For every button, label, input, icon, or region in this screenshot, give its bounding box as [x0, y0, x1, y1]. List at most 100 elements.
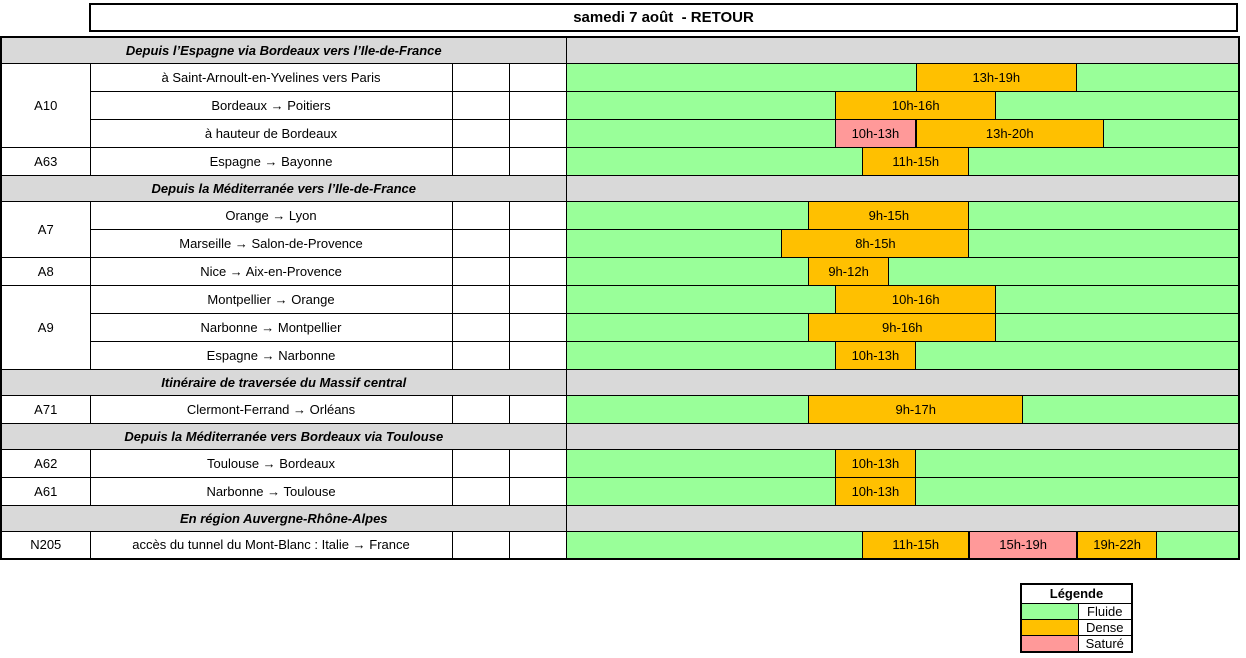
empty-cell: [451, 118, 510, 148]
section-title: Depuis la Méditerranée vers l’Ile-de-Fra…: [0, 174, 567, 202]
traffic-timeline: 10h-16h: [565, 284, 1240, 314]
traffic-segment-dense: 9h-16h: [808, 314, 997, 340]
road-direction-label: Clermont-Ferrand → Orléans: [89, 394, 453, 424]
traffic-timeline: 10h-13h: [565, 448, 1240, 478]
traffic-timeline: 8h-15h: [565, 228, 1240, 258]
road-code: A9: [0, 284, 91, 370]
traffic-segment-dense: 13h-20h: [915, 120, 1104, 146]
empty-cell: [451, 448, 510, 478]
section-row: Depuis la Méditerranée vers l’Ile-de-Fra…: [0, 174, 1240, 202]
section-title: Itinéraire de traversée du Massif centra…: [0, 368, 567, 396]
section-row: Depuis la Méditerranée vers Bordeaux via…: [0, 422, 1240, 450]
traffic-segment-dense: 9h-15h: [808, 202, 970, 228]
section-timeline-filler: [565, 504, 1240, 532]
legend: Légende Fluide Dense Saturé: [1020, 583, 1133, 653]
section-timeline-filler: [565, 422, 1240, 450]
traffic-segment-dense: 10h-13h: [835, 478, 916, 504]
road-code: A10: [0, 62, 91, 148]
schedule-table: Depuis l’Espagne via Bordeaux vers l’Ile…: [0, 36, 1241, 560]
section-row: Depuis l’Espagne via Bordeaux vers l’Ile…: [0, 36, 1240, 64]
traffic-timeline: 11h-15h 15h-19h 19h-22h: [565, 530, 1240, 560]
traffic-segment-dense: 11h-15h: [862, 148, 970, 174]
traffic-segment-sature: 10h-13h: [835, 120, 916, 146]
legend-row: Saturé: [1020, 634, 1133, 652]
road-direction-label: Narbonne → Toulouse: [89, 476, 453, 506]
traffic-segment-dense: 13h-19h: [915, 64, 1077, 90]
legend-body: Légende Fluide Dense Saturé: [1020, 583, 1133, 652]
empty-cell: [451, 62, 510, 92]
table-row: A10 à Saint-Arnoult-en-Yvelines vers Pari…: [0, 62, 1240, 148]
legend-swatch-fluide: [1020, 602, 1079, 620]
empty-cell: [508, 312, 567, 342]
empty-cell: [451, 394, 510, 424]
legend-swatch-sature: [1020, 634, 1079, 652]
road-direction-label: à Saint-Arnoult-en-Yvelines vers Paris: [89, 62, 453, 92]
traffic-timeline: 10h-16h: [565, 90, 1240, 120]
table-row: A8 Nice → Aix-en-Provence 9h-12h: [0, 256, 1240, 286]
road-code: A71: [0, 394, 91, 424]
schedule-body: Depuis l’Espagne via Bordeaux vers l’Ile…: [0, 36, 1240, 560]
empty-cell: [451, 146, 510, 176]
table-row: Narbonne → Montpellier 9h-16h: [1, 312, 1240, 342]
empty-cell: [508, 476, 567, 506]
section-timeline-filler: [565, 368, 1240, 396]
traffic-segment-dense: 9h-17h: [808, 396, 1024, 422]
empty-cell: [508, 118, 567, 148]
legend-swatch-dense: [1020, 618, 1079, 636]
traffic-timeline: 9h-17h: [565, 394, 1240, 424]
road-code: A8: [0, 256, 91, 286]
section-title: Depuis la Méditerranée vers Bordeaux via…: [0, 422, 567, 450]
table-row: N205 accès du tunnel du Mont-Blanc : Ital…: [0, 530, 1240, 560]
table-row: A71 Clermont-Ferrand → Orléans 9h-17h: [0, 394, 1240, 424]
road-direction-label: Toulouse → Bordeaux: [89, 448, 453, 478]
empty-cell: [451, 530, 510, 560]
road-direction-label: Espagne → Narbonne: [89, 340, 453, 370]
traffic-segment-dense: 10h-13h: [835, 342, 916, 368]
traffic-timeline: 13h-19h: [565, 62, 1240, 92]
road-direction-label: à hauteur de Bordeaux: [89, 118, 453, 148]
legend-label: Dense: [1077, 618, 1133, 636]
section-title: Depuis l’Espagne via Bordeaux vers l’Ile…: [0, 36, 567, 64]
section-timeline-filler: [565, 174, 1240, 202]
section-row: Itinéraire de traversée du Massif centra…: [0, 368, 1240, 396]
table-row: A7 Orange → Lyon 9h-15h: [0, 200, 1240, 258]
empty-cell: [508, 146, 567, 176]
empty-cell: [508, 394, 567, 424]
legend-row: Fluide: [1020, 602, 1133, 620]
empty-cell: [451, 476, 510, 506]
traffic-segment-dense: 10h-16h: [835, 286, 997, 312]
empty-cell: [451, 256, 510, 286]
road-code: A7: [0, 200, 91, 258]
empty-cell: [508, 228, 567, 258]
empty-cell: [451, 90, 510, 120]
traffic-segment-dense: 11h-15h: [862, 532, 970, 558]
traffic-segment-sature: 15h-19h: [969, 532, 1077, 558]
traffic-timeline: 10h-13h: [565, 476, 1240, 506]
traffic-segment-dense: 10h-16h: [835, 92, 997, 118]
table-row: A9 Montpellier → Orange 10h-16h: [0, 284, 1240, 370]
legend-label: Fluide: [1077, 602, 1133, 620]
traffic-segment-dense: 19h-22h: [1076, 532, 1158, 558]
page-title: samedi 7 août - RETOUR: [89, 3, 1238, 32]
empty-cell: [508, 340, 567, 370]
empty-cell: [508, 256, 567, 286]
empty-cell: [508, 448, 567, 478]
road-direction-label: Espagne → Bayonne: [89, 146, 453, 176]
empty-cell: [451, 340, 510, 370]
legend-header-row: Légende: [1020, 583, 1133, 604]
traffic-segment-dense: 9h-12h: [808, 258, 889, 284]
empty-cell: [451, 284, 510, 314]
road-direction-label: Orange → Lyon: [89, 200, 453, 230]
section-title: En région Auvergne-Rhône-Alpes: [0, 504, 567, 532]
road-direction-label: Bordeaux → Poitiers: [89, 90, 453, 120]
empty-cell: [508, 90, 567, 120]
legend-label: Saturé: [1077, 634, 1133, 652]
traffic-segment-dense: 10h-13h: [835, 450, 916, 476]
legend-table: Légende Fluide Dense Saturé: [1020, 583, 1133, 653]
road-code: A62: [0, 448, 91, 478]
road-direction-label: Marseille → Salon-de-Provence: [89, 228, 453, 258]
empty-cell: [508, 62, 567, 92]
traffic-timeline: 9h-15h: [565, 200, 1240, 230]
road-direction-label: Narbonne → Montpellier: [89, 312, 453, 342]
table-row: A63 Espagne → Bayonne 11h-15h: [0, 146, 1240, 176]
